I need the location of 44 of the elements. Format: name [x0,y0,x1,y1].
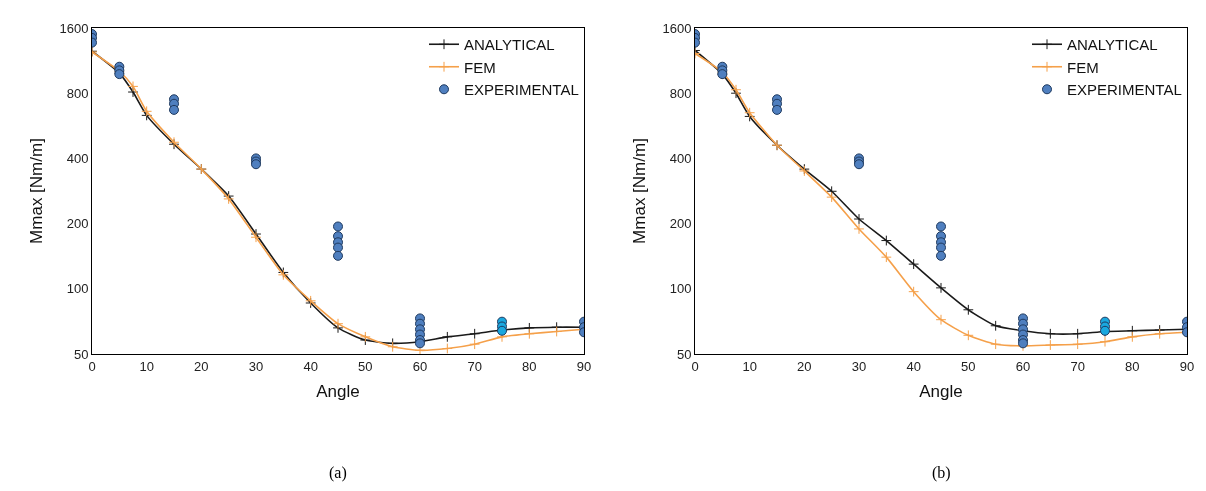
legend-label: EXPERIMENTAL [464,81,579,99]
y-tick-label: 400 [66,150,89,166]
y-tick-label: 50 [676,346,692,362]
x-tick-label: 60 [1015,358,1031,374]
y-tick-label: 50 [73,346,89,362]
x-tick-label: 0 [691,358,699,374]
x-axis-title: Angle [316,382,360,401]
x-tick-label: 70 [467,358,482,374]
x-tick-label: 50 [358,358,373,374]
text: (a) [329,464,347,482]
x-tick-label: 80 [1125,358,1140,374]
x-tick-label: 70 [1070,358,1085,374]
x-tick-label: 0 [88,358,96,374]
x-tick-label: 10 [139,358,154,374]
y-tick-label: 800 [66,85,89,101]
x-axis-title: Angle [919,382,963,401]
x-tick-label: 30 [248,358,264,374]
x-tick-label: 90 [1179,358,1195,374]
y-tick-label: 1600 [662,20,692,36]
legend-label: EXPERIMENTAL [1067,81,1182,99]
y-tick-label: 200 [66,216,89,232]
legend-label: ANALYTICAL [1067,36,1158,54]
y-tick-label: 100 [669,281,692,297]
x-tick-label: 60 [412,358,428,374]
legend-label: FEM [1067,58,1099,76]
text: (b) [932,464,951,482]
x-tick-label: 40 [906,358,921,374]
y-axis-title: Mmax [Nm/m] [27,138,47,244]
y-tick-label: 800 [669,85,692,101]
y-axis-title: Mmax [Nm/m] [630,138,650,244]
y-tick-label: 200 [669,216,692,232]
y-tick-label: 400 [669,150,692,166]
x-tick-label: 90 [576,358,592,374]
x-tick-label: 20 [194,358,209,374]
x-tick-label: 20 [797,358,812,374]
x-tick-label: 80 [522,358,537,374]
x-tick-label: 10 [742,358,757,374]
x-tick-label: 50 [961,358,976,374]
legend-label: FEM [464,58,496,76]
y-tick-label: 1600 [59,20,89,36]
x-tick-label: 30 [851,358,867,374]
legend-label: ANALYTICAL [464,36,555,54]
x-tick-label: 40 [303,358,318,374]
y-tick-label: 100 [66,281,89,297]
